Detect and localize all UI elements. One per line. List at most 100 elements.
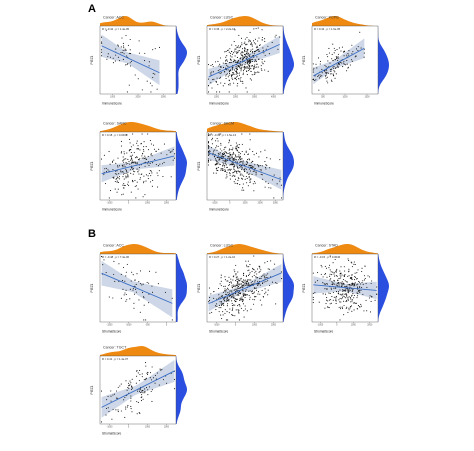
data-point: [219, 63, 221, 65]
data-point: [330, 288, 332, 290]
data-point: [128, 52, 130, 54]
data-point: [131, 160, 133, 162]
data-point: [136, 142, 138, 144]
data-point: [250, 49, 252, 51]
data-point: [236, 71, 238, 73]
data-point: [222, 314, 224, 316]
regression-line: [313, 284, 377, 291]
x-tick-label: 0: [229, 203, 231, 205]
data-point: [270, 260, 272, 262]
data-point: [251, 74, 253, 76]
data-point: [229, 62, 231, 64]
data-point: [242, 72, 244, 74]
data-point: [357, 49, 359, 52]
data-point: [225, 146, 227, 148]
data-point: [359, 286, 361, 288]
data-point: [338, 291, 340, 293]
data-point: [246, 160, 248, 162]
data-point: [130, 157, 133, 159]
data-point: [251, 65, 253, 67]
data-point: [232, 151, 234, 153]
data-point: [350, 284, 352, 286]
data-point: [155, 271, 157, 273]
data-point: [238, 285, 240, 288]
data-point: [129, 159, 132, 161]
data-point: [237, 305, 239, 307]
data-point: [127, 183, 129, 185]
data-point: [339, 270, 341, 272]
data-point: [137, 401, 139, 403]
data-point: [259, 50, 261, 52]
data-point: [342, 293, 344, 295]
data-point: [138, 166, 140, 169]
data-point: [351, 44, 353, 46]
data-point: [249, 148, 251, 150]
data-point: [143, 304, 145, 306]
data-point: [159, 163, 161, 165]
data-point: [346, 281, 348, 283]
data-point: [280, 278, 283, 280]
data-point: [124, 185, 126, 187]
data-point: [238, 319, 240, 321]
data-point: [229, 172, 231, 174]
data-point: [226, 65, 228, 67]
data-point: [246, 266, 248, 268]
data-point: [334, 258, 336, 261]
data-point: [239, 60, 241, 63]
data-point: [218, 157, 220, 159]
data-point: [113, 260, 115, 262]
data-point: [220, 144, 222, 146]
data-point: [254, 299, 256, 301]
data-point: [344, 285, 346, 287]
data-point: [235, 171, 238, 173]
data-point: [347, 67, 349, 69]
data-point: [269, 284, 271, 286]
data-point: [337, 53, 339, 55]
data-point: [122, 166, 124, 168]
data-point: [257, 277, 259, 279]
data-point: [130, 388, 133, 391]
data-point: [239, 72, 241, 74]
data-point: [244, 297, 246, 299]
data-point: [120, 171, 122, 173]
data-point: [246, 37, 248, 39]
data-point: [334, 287, 336, 289]
data-point: [332, 283, 334, 285]
data-point: [235, 79, 237, 81]
data-point: [122, 160, 124, 162]
data-point: [224, 166, 226, 168]
data-point: [368, 276, 370, 278]
data-point: [234, 155, 237, 157]
data-point: [217, 140, 219, 142]
data-point: [238, 283, 240, 285]
data-point: [125, 177, 127, 179]
data-point: [339, 289, 341, 291]
data-point: [266, 157, 268, 159]
data-point: [348, 284, 351, 286]
data-point: [250, 70, 252, 73]
data-point: [246, 43, 248, 45]
data-point: [231, 290, 233, 292]
data-point: [240, 307, 242, 309]
data-point: [317, 75, 319, 78]
data-point: [242, 55, 244, 57]
data-point: [116, 176, 118, 178]
data-point: [143, 146, 145, 148]
data-point: [219, 296, 221, 298]
data-point: [279, 159, 281, 161]
data-point: [242, 294, 244, 296]
data-point: [150, 143, 152, 145]
data-point: [326, 283, 329, 285]
data-point: [341, 282, 343, 284]
data-point: [362, 283, 364, 285]
data-point: [331, 53, 333, 56]
data-point: [172, 148, 174, 150]
data-point: [136, 140, 138, 142]
data-point: [146, 281, 148, 283]
data-point: [244, 54, 246, 56]
data-point: [110, 390, 112, 392]
data-point: [240, 53, 242, 55]
x-tick-label: 1000: [242, 203, 248, 205]
data-point: [211, 87, 213, 89]
data-point: [253, 255, 255, 257]
